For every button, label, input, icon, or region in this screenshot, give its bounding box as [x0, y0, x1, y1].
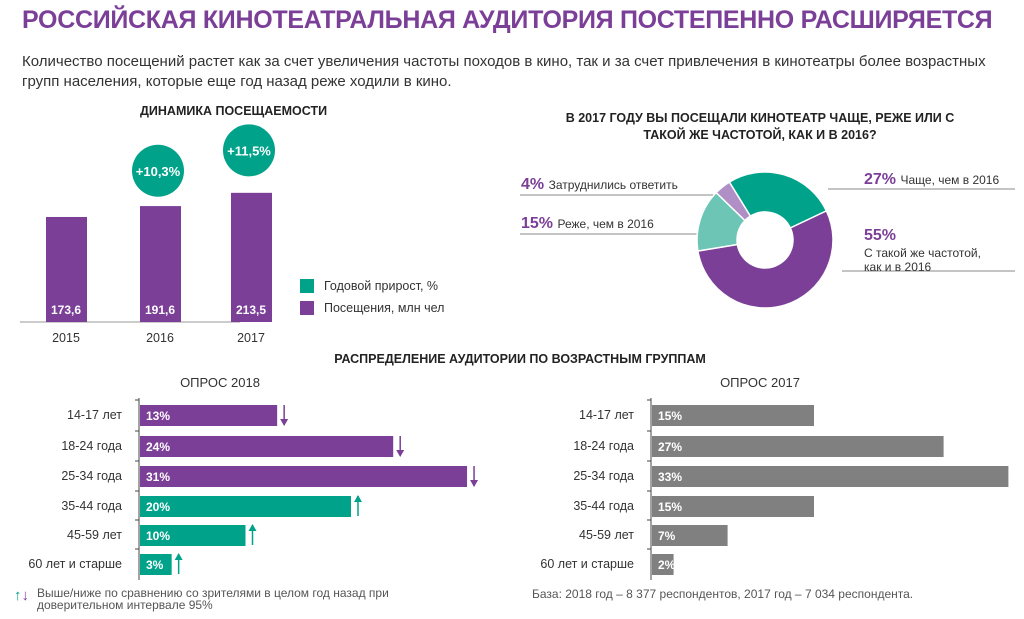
- bar-35-44 года: [140, 496, 351, 517]
- arrow-down-icon: ↓: [21, 587, 30, 604]
- bar-60 лет и старше: [140, 554, 172, 575]
- arrow-up-icon: ↑: [14, 587, 22, 604]
- bar-45-59 лет: [140, 525, 246, 546]
- pie-label-unsure: 4% Затруднились ответить: [521, 176, 678, 193]
- bar-value-label: 191,6: [145, 303, 175, 317]
- base-note: База: 2018 год – 8 377 респондентов, 201…: [532, 587, 914, 601]
- footnote-text: Выше/ниже по сравнению со зрителями в це…: [37, 586, 389, 612]
- arrow-down-head: [396, 450, 405, 457]
- legend-label-visits: Посещения, млн чел: [324, 301, 445, 315]
- category-label: 14-17 лет: [579, 408, 634, 422]
- bar-35-44 года: [652, 496, 814, 517]
- arrow-up-head: [174, 553, 183, 560]
- frequency-donut-chart: [520, 171, 1015, 309]
- growth-label: +11,5%: [227, 143, 271, 158]
- pie-label-same: 55% С такой же частотой, как и в 2016: [864, 227, 981, 274]
- x-tick-label: 2015: [52, 331, 80, 345]
- arrow-up-head: [248, 524, 257, 531]
- bar-2015: [46, 216, 87, 322]
- bar-25-34 года: [140, 466, 468, 487]
- bar-2016: [140, 206, 181, 322]
- x-tick-label: 2016: [146, 331, 174, 345]
- pie-label-more: 27% Чаще, чем в 2016: [864, 171, 1000, 188]
- bar-value-label: 2%: [658, 558, 676, 572]
- bar-value-label: 10%: [146, 529, 170, 543]
- bar-value-label: 31%: [146, 470, 170, 484]
- bar-value-label: 20%: [146, 500, 170, 514]
- attendance-chart: 173,6 2015 191,6 2016 +10,3% 213,5 2017 +11,5%: [20, 124, 275, 345]
- growth-label: +10,3%: [136, 164, 181, 179]
- category-label: 35-44 года: [573, 499, 634, 513]
- bar-value-label: 173,6: [51, 303, 81, 317]
- bar-2017: [231, 192, 272, 322]
- category-label: 45-59 лет: [579, 528, 634, 542]
- footnote: ↑ ↓ Выше/ниже по сравнению со зрителями …: [14, 587, 397, 611]
- pie-chart-title: В 2017 ГОДУ ВЫ ПОСЕЩАЛИ КИНОТЕАТР ЧАЩЕ, …: [565, 111, 955, 142]
- arrow-up-head: [354, 495, 362, 502]
- category-label: 60 лет и старше: [28, 557, 122, 571]
- bar-18-24 года: [140, 436, 394, 457]
- bar-value-label: 15%: [658, 500, 682, 514]
- attendance-legend: Годовой прирост, % Посещения, млн чел: [300, 275, 444, 319]
- donut-slice: [728, 171, 828, 230]
- bar-value-label: 213,5: [236, 303, 266, 317]
- age-distribution-charts: 14-17 лет 13% 18-24 года 24% 25-34 года 31% 35…: [28, 398, 1009, 580]
- bar-60 лет и старше: [652, 554, 674, 575]
- category-label: 18-24 года: [61, 439, 122, 453]
- growth-bubble: [223, 124, 275, 177]
- page-subtitle: Количество посещений растет как за счет …: [22, 53, 986, 90]
- category-label: 25-34 года: [573, 469, 634, 483]
- bar-value-label: 15%: [658, 409, 682, 423]
- arrow-down-head: [280, 419, 289, 426]
- category-label: 25-34 года: [61, 469, 122, 483]
- attendance-chart-title: ДИНАМИКА ПОСЕЩАЕМОСТИ: [140, 104, 328, 118]
- bar-45-59 лет: [652, 525, 728, 546]
- growth-bubble: [132, 144, 184, 197]
- category-label: 14-17 лет: [67, 408, 122, 422]
- donut-slice: [697, 209, 834, 309]
- age-chart-title: РАСПРЕДЕЛЕНИЕ АУДИТОРИИ ПО ВОЗРАСТНЫМ ГР…: [334, 352, 706, 366]
- bar-value-label: 33%: [658, 470, 682, 484]
- bar-value-label: 27%: [658, 440, 682, 454]
- category-label: 35-44 года: [61, 499, 122, 513]
- legend-swatch-growth: [300, 279, 314, 293]
- x-tick-label: 2017: [237, 331, 265, 345]
- bar-14-17 лет: [140, 405, 278, 426]
- category-label: 45-59 лет: [67, 528, 122, 542]
- arrow-down-head: [470, 480, 479, 487]
- category-label: 18-24 года: [573, 439, 634, 453]
- bar-value-label: 7%: [658, 529, 676, 543]
- pie-label-less: 15% Реже, чем в 2016: [521, 215, 654, 232]
- donut-slice: [715, 181, 752, 222]
- survey-2018-title: ОПРОС 2018: [180, 375, 260, 390]
- bar-18-24 года: [652, 436, 944, 457]
- bar-14-17 лет: [652, 405, 814, 426]
- legend-swatch-visits: [300, 301, 314, 315]
- bar-value-label: 13%: [146, 409, 170, 423]
- legend-label-growth: Годовой прирост, %: [324, 279, 439, 293]
- bar-value-label: 3%: [146, 558, 164, 572]
- survey-2017-title: ОПРОС 2017: [720, 375, 800, 390]
- category-label: 60 лет и старше: [540, 557, 634, 571]
- bar-value-label: 24%: [146, 440, 170, 454]
- page-title: РОССИЙСКАЯ КИНОТЕАТРАЛЬНАЯ АУДИТОРИЯ ПОС…: [22, 6, 993, 34]
- bar-25-34 года: [652, 466, 1009, 487]
